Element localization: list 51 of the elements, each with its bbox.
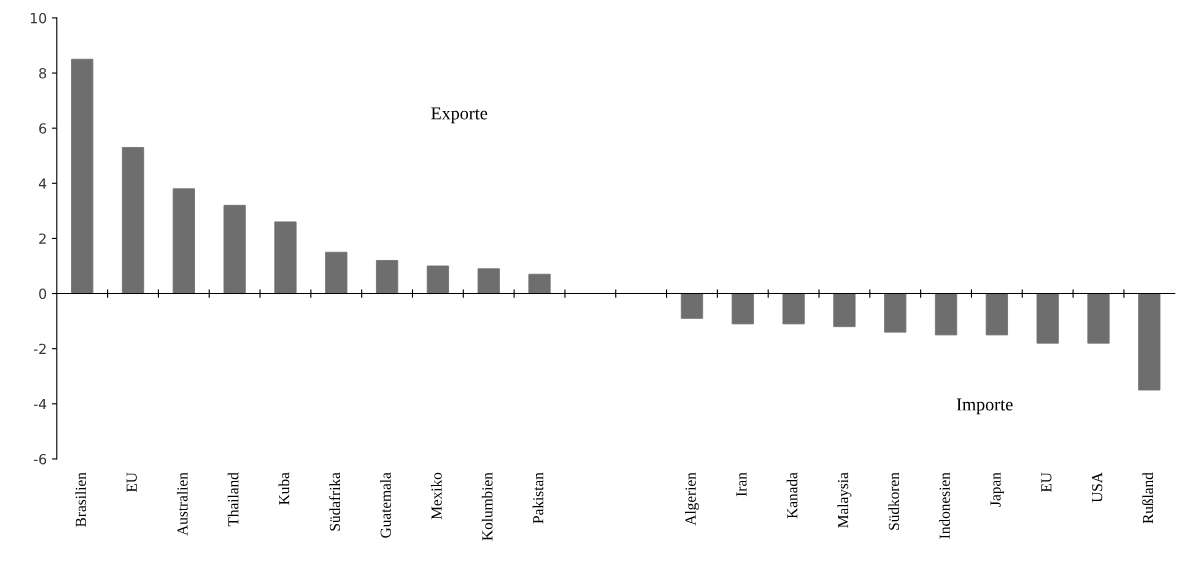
bar xyxy=(731,293,754,325)
bar xyxy=(833,293,856,328)
x-tick-label: Südkoren xyxy=(888,472,900,530)
bar xyxy=(325,251,348,294)
bar xyxy=(426,265,449,294)
x-tick-label: Australien xyxy=(176,472,188,536)
x-tick-label: Kanada xyxy=(786,472,798,519)
bar xyxy=(274,221,297,294)
y-tick-label: 8 xyxy=(39,68,47,79)
x-tick-label: Kolumbien xyxy=(481,472,493,541)
bar xyxy=(934,293,958,336)
x-tick-label: Malaysia xyxy=(837,472,852,528)
annotation: Exporte xyxy=(431,107,488,124)
x-tick-label: Indonesien xyxy=(939,472,950,539)
bar xyxy=(985,293,1008,336)
bar xyxy=(1138,293,1161,391)
bar xyxy=(782,293,805,325)
x-tick-label: Südafrika xyxy=(329,472,341,531)
y-tick-label: 2 xyxy=(39,233,46,244)
x-tick-label: Pakistan xyxy=(532,472,544,524)
x-tick-label: Kuba xyxy=(278,472,290,505)
bar xyxy=(528,273,551,294)
annotation: Importe xyxy=(956,398,1013,415)
x-tick-label: Japan xyxy=(990,472,1004,507)
bar xyxy=(172,188,195,294)
y-tick-label: -6 xyxy=(33,453,47,465)
y-tick-label: 10 xyxy=(30,12,47,24)
bar xyxy=(71,58,94,294)
bar xyxy=(477,268,500,294)
x-tick-label: Thailand xyxy=(227,472,239,527)
x-tick-label: Rußland xyxy=(1142,472,1154,524)
x-tick-label: Iran xyxy=(736,472,747,497)
x-tick-label: Mexiko xyxy=(430,472,442,520)
x-tick-label: EU xyxy=(126,472,137,493)
x-tick-label: Brasilien xyxy=(75,472,87,527)
y-tick-label: 6 xyxy=(39,123,47,134)
y-tick-label: 4 xyxy=(38,178,47,189)
y-tick-label: -4 xyxy=(33,398,47,410)
bar xyxy=(375,260,399,294)
bar xyxy=(884,293,907,333)
bar xyxy=(680,293,704,319)
bar xyxy=(1087,293,1110,344)
y-tick-label: -2 xyxy=(33,343,46,354)
bar xyxy=(1036,293,1059,344)
x-tick-label: USA xyxy=(1092,472,1103,503)
x-tick-label: EU xyxy=(1041,472,1052,493)
x-tick-label: Guatemala xyxy=(380,472,391,538)
x-tick-label: Algerien xyxy=(685,472,699,526)
bar xyxy=(121,147,145,294)
bar xyxy=(223,204,246,294)
y-tick-label: 0 xyxy=(39,288,47,300)
